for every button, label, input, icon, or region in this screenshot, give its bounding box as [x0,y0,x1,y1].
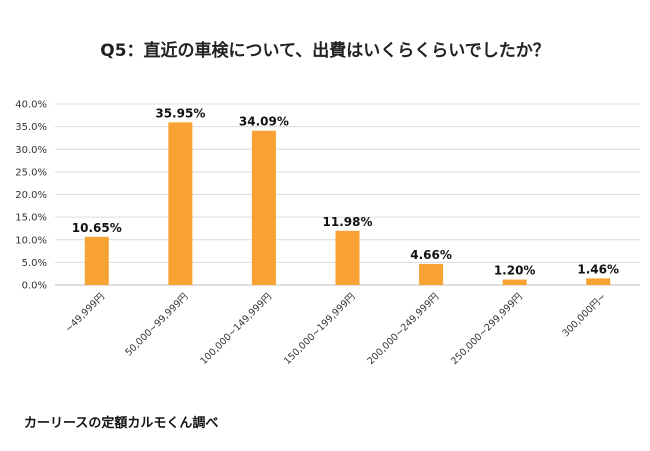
y-tick-label: 30.0% [15,145,47,156]
data-label: 4.66% [410,248,452,262]
x-category-label: 100,000~149,999円 [198,291,274,367]
data-label: 35.95% [155,106,205,120]
y-tick-label: 10.0% [15,235,47,246]
y-axis-ticks: 0.0% 5.0% 10.0% 15.0% 20.0% 25.0% 30.0% 35.0% 40… [15,100,47,292]
y-tick-label: 25.0% [15,167,47,178]
x-category-label: 50,000~99,999円 [123,291,190,358]
bar [251,130,276,285]
x-axis-categories: ~49,999円 50,000~99,999円 100,000~149,999円 15… [63,291,608,367]
bar [168,122,193,285]
y-tick-label: 5.0% [22,258,47,269]
data-label: 1.46% [577,262,619,276]
y-tick-label: 0.0% [22,281,47,292]
y-tick-label: 15.0% [15,213,47,224]
bar [84,236,109,285]
y-tick-label: 20.0% [15,190,47,201]
chart-title: Q5：直近の車検について、出費はいくらくらいでしたか？ [100,41,550,61]
y-tick-label: 35.0% [15,122,47,133]
data-label: 10.65% [72,221,122,235]
y-tick-label: 40.0% [15,100,47,111]
bars [84,122,611,285]
x-category-label: 300,000円~ [560,291,608,339]
x-category-label: ~49,999円 [63,291,107,335]
data-label: 11.98% [323,215,373,229]
data-labels: 10.65% 35.95% 34.09% 11.98% 4.66% 1.20% 1.46% [72,106,619,277]
bar [335,230,360,285]
data-label: 1.20% [494,264,536,278]
bar [502,279,527,285]
source-note: カーリースの定額カルモくん調べ [24,416,219,431]
x-category-label: 200,000~249,999円 [366,291,442,367]
bar [419,263,444,285]
bar [586,278,611,285]
data-label: 34.09% [239,115,289,129]
x-category-label: 250,000~299,999円 [449,291,525,367]
x-category-label: 150,000~199,999円 [282,291,358,367]
